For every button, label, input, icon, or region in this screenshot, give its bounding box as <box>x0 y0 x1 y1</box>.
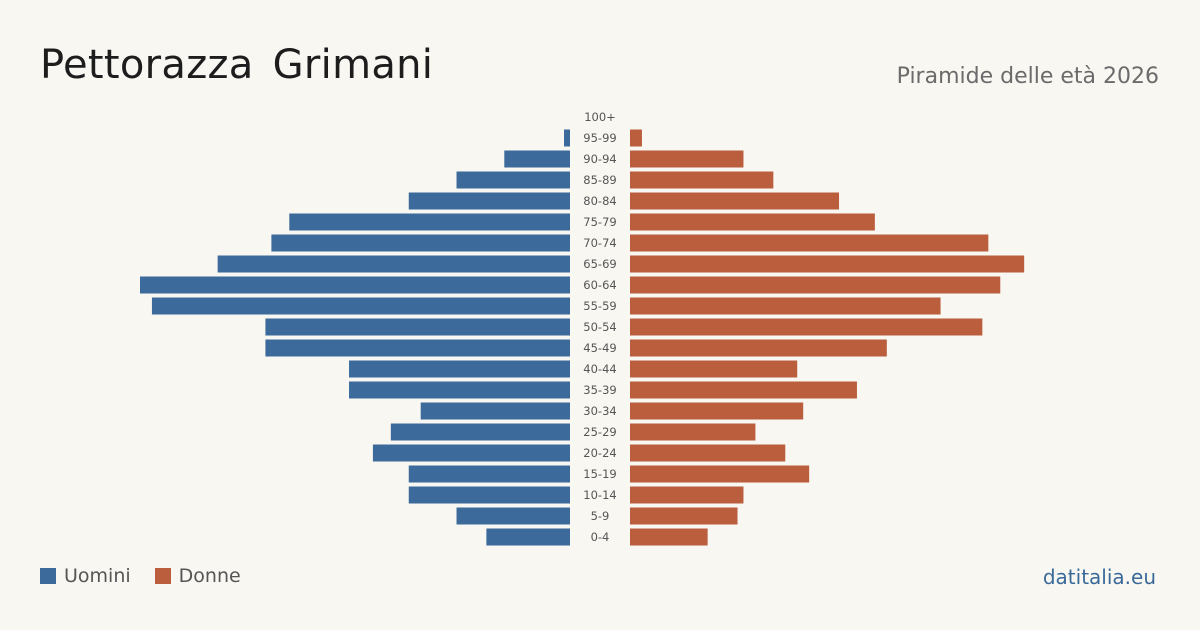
chart-title: Pettorazza Grimani <box>40 42 434 88</box>
age-label-70-74: 70-74 <box>583 236 616 250</box>
bar-men-70-74 <box>271 234 570 252</box>
legend: Uomini Donne <box>40 565 265 587</box>
source-link[interactable]: datitalia.eu <box>1042 565 1156 589</box>
bar-women-55-59 <box>630 297 941 315</box>
bar-men-35-39 <box>349 381 570 399</box>
bar-women-70-74 <box>630 234 989 252</box>
bar-women-25-29 <box>630 423 756 441</box>
age-label-40-44: 40-44 <box>583 362 616 376</box>
bar-women-5-9 <box>630 507 738 525</box>
age-label-15-19: 15-19 <box>583 467 616 481</box>
bar-men-65-69 <box>217 255 570 273</box>
age-label-30-34: 30-34 <box>583 404 616 418</box>
bar-men-20-24 <box>372 444 570 462</box>
bar-men-5-9 <box>456 507 570 525</box>
bar-men-30-34 <box>420 402 570 420</box>
legend-swatch-women <box>154 568 171 584</box>
bar-women-15-19 <box>630 465 810 483</box>
bar-men-95-99 <box>564 129 570 147</box>
age-label-85-89: 85-89 <box>583 173 616 187</box>
bar-women-35-39 <box>630 381 857 399</box>
bar-men-75-79 <box>289 213 570 231</box>
bar-women-45-49 <box>630 339 887 357</box>
bar-men-25-29 <box>390 423 570 441</box>
bar-men-85-89 <box>456 171 570 189</box>
age-label-35-39: 35-39 <box>583 383 616 397</box>
age-label-90-94: 90-94 <box>583 152 616 166</box>
bar-women-30-34 <box>630 402 804 420</box>
population-pyramid: 100+ 95-99 90-94 85-89 80-84 75-79 70-74 65-69 6… <box>140 110 1025 546</box>
age-label-95-99: 95-99 <box>583 131 616 145</box>
bar-women-20-24 <box>630 444 786 462</box>
age-label-60-64: 60-64 <box>583 278 616 292</box>
legend-item-men: Uomini <box>40 565 131 587</box>
age-label-50-54: 50-54 <box>583 320 616 334</box>
age-label-100+: 100+ <box>584 110 616 124</box>
bar-women-80-84 <box>630 192 840 210</box>
bar-men-60-64 <box>140 276 570 294</box>
chart-subtitle: Piramide delle età 2026 <box>896 64 1159 89</box>
bar-women-75-79 <box>630 213 875 231</box>
bar-men-45-49 <box>265 339 570 357</box>
bar-men-50-54 <box>265 318 570 336</box>
age-label-65-69: 65-69 <box>583 257 616 271</box>
legend-label-women: Donne <box>178 565 241 587</box>
legend-label-men: Uomini <box>64 565 131 587</box>
age-label-0-4: 0-4 <box>591 530 610 544</box>
bar-men-55-59 <box>151 297 570 315</box>
age-label-75-79: 75-79 <box>583 215 616 229</box>
bar-women-10-14 <box>630 486 744 504</box>
age-label-80-84: 80-84 <box>583 194 616 208</box>
age-label-10-14: 10-14 <box>583 488 616 502</box>
bar-women-50-54 <box>630 318 983 336</box>
age-label-45-49: 45-49 <box>583 341 616 355</box>
age-label-5-9: 5-9 <box>591 509 610 523</box>
bar-women-0-4 <box>630 528 708 546</box>
legend-swatch-men <box>40 568 56 584</box>
age-label-25-29: 25-29 <box>583 425 616 439</box>
bar-men-0-4 <box>486 528 570 546</box>
bar-men-80-84 <box>408 192 570 210</box>
bar-women-40-44 <box>630 360 798 378</box>
bar-men-10-14 <box>408 486 570 504</box>
bar-women-65-69 <box>630 255 1025 273</box>
bar-men-15-19 <box>408 465 570 483</box>
bar-women-95-99 <box>630 129 642 147</box>
bar-women-90-94 <box>630 150 744 168</box>
age-label-20-24: 20-24 <box>583 446 616 460</box>
bar-women-60-64 <box>630 276 1001 294</box>
bar-women-85-89 <box>630 171 774 189</box>
bar-men-90-94 <box>504 150 570 168</box>
legend-item-women: Donne <box>154 565 241 587</box>
bar-men-40-44 <box>349 360 570 378</box>
age-label-55-59: 55-59 <box>583 299 616 313</box>
